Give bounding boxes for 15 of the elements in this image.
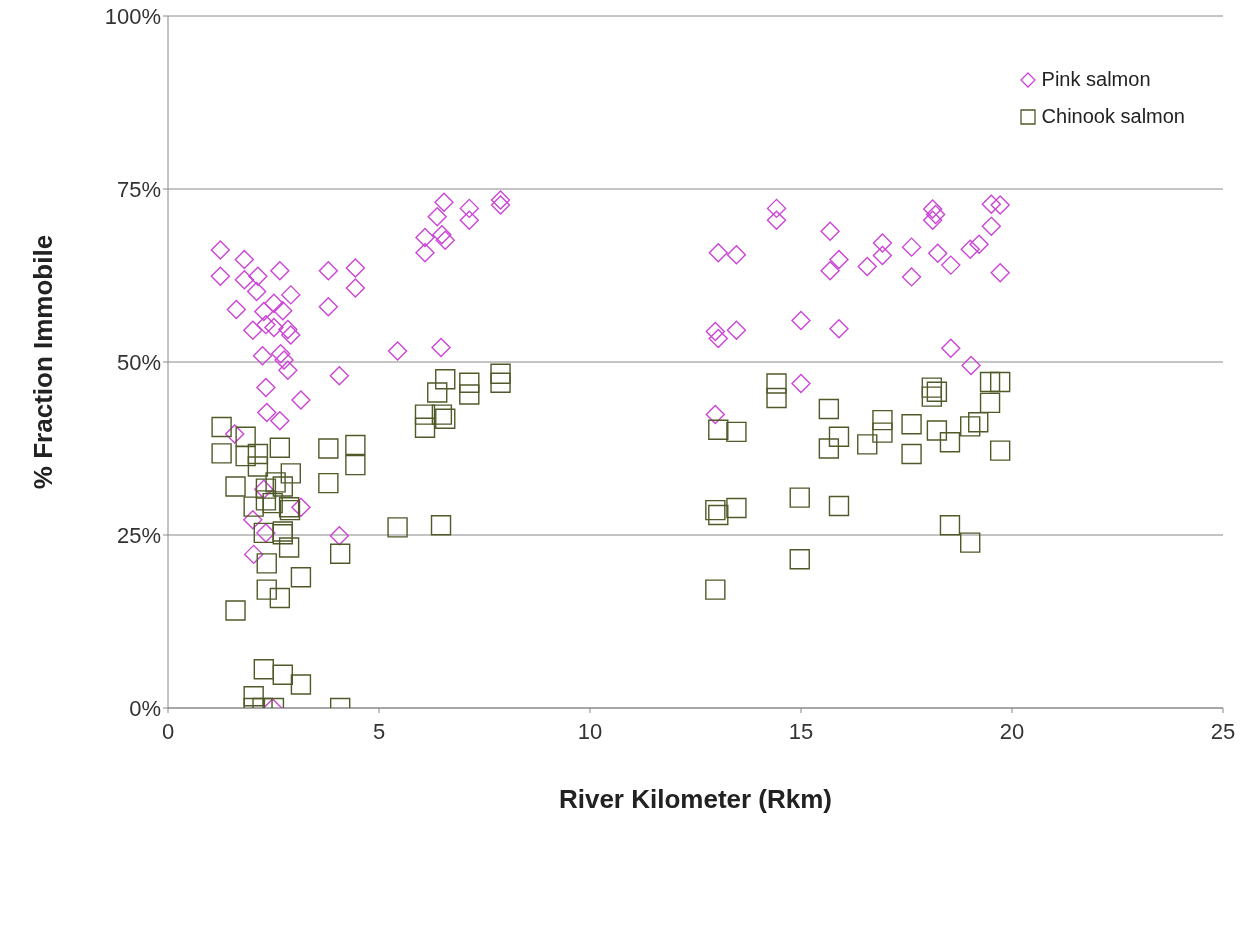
y-tick-label: 0% bbox=[129, 695, 161, 721]
x-tick-label: 25 bbox=[1210, 718, 1236, 744]
x-tick-label: 10 bbox=[577, 718, 603, 744]
x-tick-label: 5 bbox=[372, 718, 386, 744]
legend-label: Pink salmon bbox=[1041, 68, 1151, 91]
x-axis-title: River Kilometer (Rkm) bbox=[558, 784, 833, 814]
y-tick-label: 25% bbox=[116, 522, 161, 548]
y-tick-label: 50% bbox=[116, 349, 161, 375]
x-tick-label: 15 bbox=[788, 718, 814, 744]
y-tick-label: 100% bbox=[104, 3, 161, 29]
y-axis-title: % Fraction Immobile bbox=[28, 234, 59, 490]
x-tick-label: 20 bbox=[999, 718, 1025, 744]
y-tick-label: 75% bbox=[116, 176, 161, 202]
legend-label: Chinook salmon bbox=[1041, 105, 1185, 128]
x-tick-label: 0 bbox=[161, 718, 175, 744]
